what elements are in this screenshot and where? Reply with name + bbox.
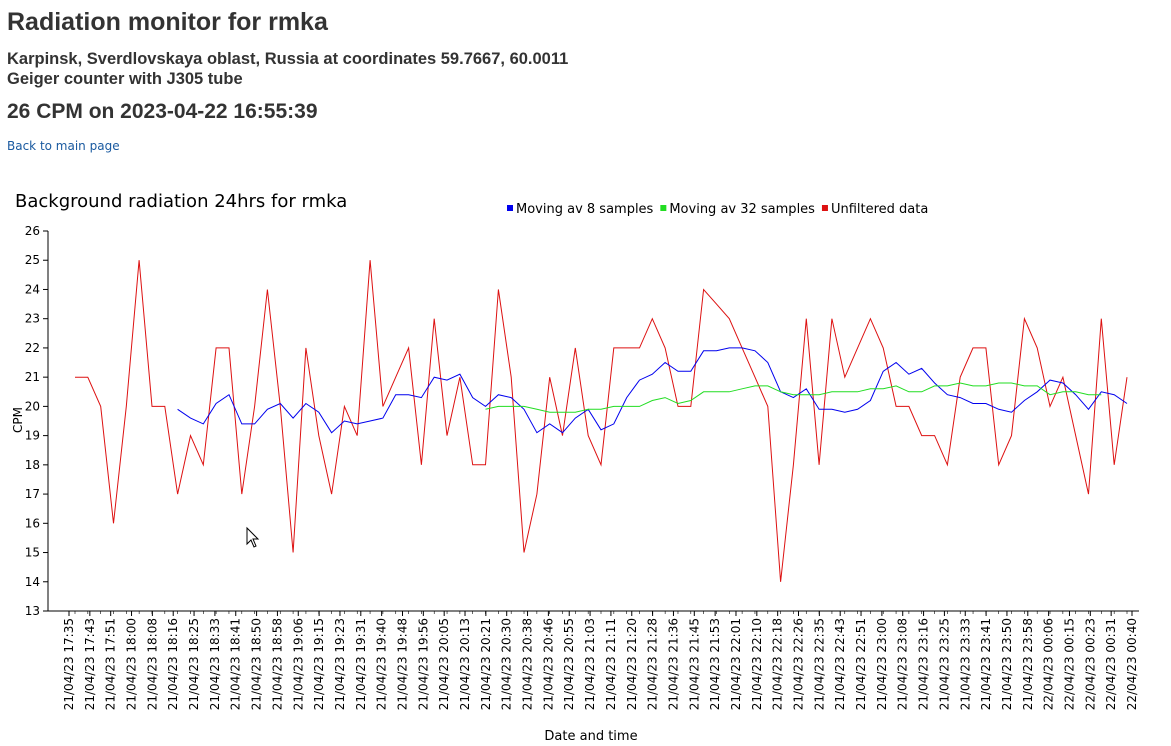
x-tick-label: 21/04/23 21:11 bbox=[604, 618, 618, 710]
x-tick-label: 22/04/23 00:06 bbox=[1042, 618, 1056, 710]
x-tick-label: 21/04/23 19:56 bbox=[416, 618, 430, 710]
x-tick-label: 21/04/23 23:58 bbox=[1021, 618, 1035, 710]
x-tick-label: 21/04/23 21:45 bbox=[687, 618, 701, 710]
legend-label: Moving av 8 samples bbox=[516, 202, 654, 217]
x-tick-label: 21/04/23 21:28 bbox=[646, 618, 660, 710]
device-text: Geiger counter with J305 tube bbox=[7, 70, 243, 88]
x-tick-label: 21/04/23 22:10 bbox=[750, 618, 764, 710]
y-tick-label: 17 bbox=[25, 487, 40, 501]
y-tick-label: 19 bbox=[25, 429, 40, 443]
x-axis: 21/04/23 17:35 21/04/23 17:43 21/04/23 17:… bbox=[48, 610, 1139, 710]
y-axis-label: CPM bbox=[11, 407, 25, 433]
x-tick-label: 21/04/23 18:16 bbox=[166, 618, 180, 710]
y-tick-label: 23 bbox=[25, 312, 40, 326]
series-line-2 bbox=[75, 260, 1128, 582]
x-tick-label: 21/04/23 22:01 bbox=[729, 618, 743, 710]
x-tick-label: 21/04/23 22:26 bbox=[792, 618, 806, 710]
legend-swatch bbox=[660, 205, 667, 211]
x-tick-label: 21/04/23 23:16 bbox=[917, 618, 931, 710]
x-tick-label: 21/04/23 19:15 bbox=[312, 618, 326, 710]
x-tick-label: 21/04/23 20:46 bbox=[541, 618, 555, 710]
x-tick-label: 21/04/23 21:03 bbox=[583, 618, 597, 710]
x-tick-label: 21/04/23 19:23 bbox=[333, 618, 347, 710]
y-tick-label: 25 bbox=[25, 253, 40, 267]
y-tick-label: 22 bbox=[25, 341, 40, 355]
x-tick-label: 21/04/23 17:43 bbox=[83, 618, 97, 710]
x-tick-label: 21/04/23 23:33 bbox=[958, 618, 972, 710]
chart-title: Background radiation 24hrs for rmka bbox=[15, 191, 347, 212]
location-text: Karpinsk, Sverdlovskaya oblast, Russia a… bbox=[7, 50, 569, 68]
x-tick-label: 21/04/23 23:00 bbox=[875, 618, 889, 710]
x-tick-label: 22/04/23 00:15 bbox=[1062, 618, 1076, 710]
x-tick-label: 21/04/23 23:08 bbox=[896, 618, 910, 710]
y-tick-label: 16 bbox=[25, 516, 40, 530]
series-line-0 bbox=[177, 347, 1128, 434]
y-tick-label: 26 bbox=[25, 224, 40, 238]
legend-swatch bbox=[821, 205, 828, 211]
y-tick-label: 15 bbox=[25, 546, 40, 560]
x-tick-label: 21/04/23 18:25 bbox=[187, 618, 201, 710]
x-tick-label: 21/04/23 20:30 bbox=[500, 618, 514, 710]
page-title: Radiation monitor for rmka bbox=[7, 8, 328, 36]
x-tick-label: 21/04/23 22:35 bbox=[812, 618, 826, 710]
y-tick-label: 20 bbox=[25, 399, 40, 413]
y-tick-label: 18 bbox=[25, 458, 40, 472]
x-tick-label: 22/04/23 00:31 bbox=[1104, 618, 1118, 710]
x-tick-label: 21/04/23 18:00 bbox=[125, 618, 139, 710]
x-tick-label: 21/04/23 18:58 bbox=[270, 618, 284, 710]
x-tick-label: 21/04/23 21:36 bbox=[666, 618, 680, 710]
x-tick-label: 21/04/23 22:51 bbox=[854, 618, 868, 710]
x-tick-label: 22/04/23 00:23 bbox=[1083, 618, 1097, 710]
x-axis-label: Date and time bbox=[544, 729, 637, 744]
x-tick-label: 21/04/23 22:18 bbox=[771, 618, 785, 710]
x-tick-label: 21/04/23 23:25 bbox=[937, 618, 951, 710]
x-tick-label: 21/04/23 21:53 bbox=[708, 618, 722, 710]
x-tick-label: 21/04/23 18:41 bbox=[229, 618, 243, 710]
x-tick-label: 21/04/23 23:41 bbox=[979, 618, 993, 710]
x-tick-label: 21/04/23 20:21 bbox=[479, 618, 493, 710]
x-tick-label: 22/04/23 00:40 bbox=[1125, 618, 1139, 710]
x-tick-label: 21/04/23 20:55 bbox=[562, 618, 576, 710]
x-tick-label: 21/04/23 19:31 bbox=[354, 618, 368, 710]
y-tick-label: 14 bbox=[25, 575, 40, 589]
x-tick-label: 21/04/23 20:38 bbox=[521, 618, 535, 710]
x-tick-label: 21/04/23 22:43 bbox=[833, 618, 847, 710]
y-axis: 13 14 15 16 17 18 19 20 21 22 23 24 25 26 bbox=[25, 224, 49, 618]
chart-series bbox=[75, 260, 1128, 582]
x-tick-label: 21/04/23 18:08 bbox=[145, 618, 159, 710]
y-tick-label: 13 bbox=[25, 604, 40, 618]
legend-swatch bbox=[507, 205, 513, 211]
x-tick-label: 21/04/23 18:33 bbox=[208, 618, 222, 710]
x-tick-label: 21/04/23 19:40 bbox=[375, 618, 389, 710]
x-tick-label: 21/04/23 19:06 bbox=[291, 618, 305, 710]
legend-label: Unfiltered data bbox=[831, 202, 928, 217]
mouse-cursor-icon bbox=[246, 526, 260, 548]
x-tick-label: 21/04/23 19:48 bbox=[395, 618, 409, 710]
x-tick-label: 21/04/23 20:13 bbox=[458, 618, 472, 710]
back-to-main-link[interactable]: Back to main page bbox=[7, 139, 120, 153]
x-tick-label: 21/04/23 17:35 bbox=[62, 618, 76, 710]
y-tick-label: 21 bbox=[25, 370, 40, 384]
chart-legend: Moving av 8 samples Moving av 32 samples U… bbox=[507, 202, 928, 217]
x-tick-label: 21/04/23 17:51 bbox=[104, 618, 118, 710]
x-tick-label: 21/04/23 21:20 bbox=[625, 618, 639, 710]
x-tick-label: 21/04/23 18:50 bbox=[250, 618, 264, 710]
y-tick-label: 24 bbox=[25, 282, 40, 296]
current-reading: 26 CPM on 2023-04-22 16:55:39 bbox=[7, 100, 318, 123]
x-tick-label: 21/04/23 20:05 bbox=[437, 618, 451, 710]
radiation-chart: Background radiation 24hrs for rmka Movi… bbox=[11, 191, 1139, 744]
legend-label: Moving av 32 samples bbox=[669, 202, 815, 217]
x-tick-label: 21/04/23 23:50 bbox=[1000, 618, 1014, 710]
series-line-1 bbox=[485, 382, 1102, 413]
